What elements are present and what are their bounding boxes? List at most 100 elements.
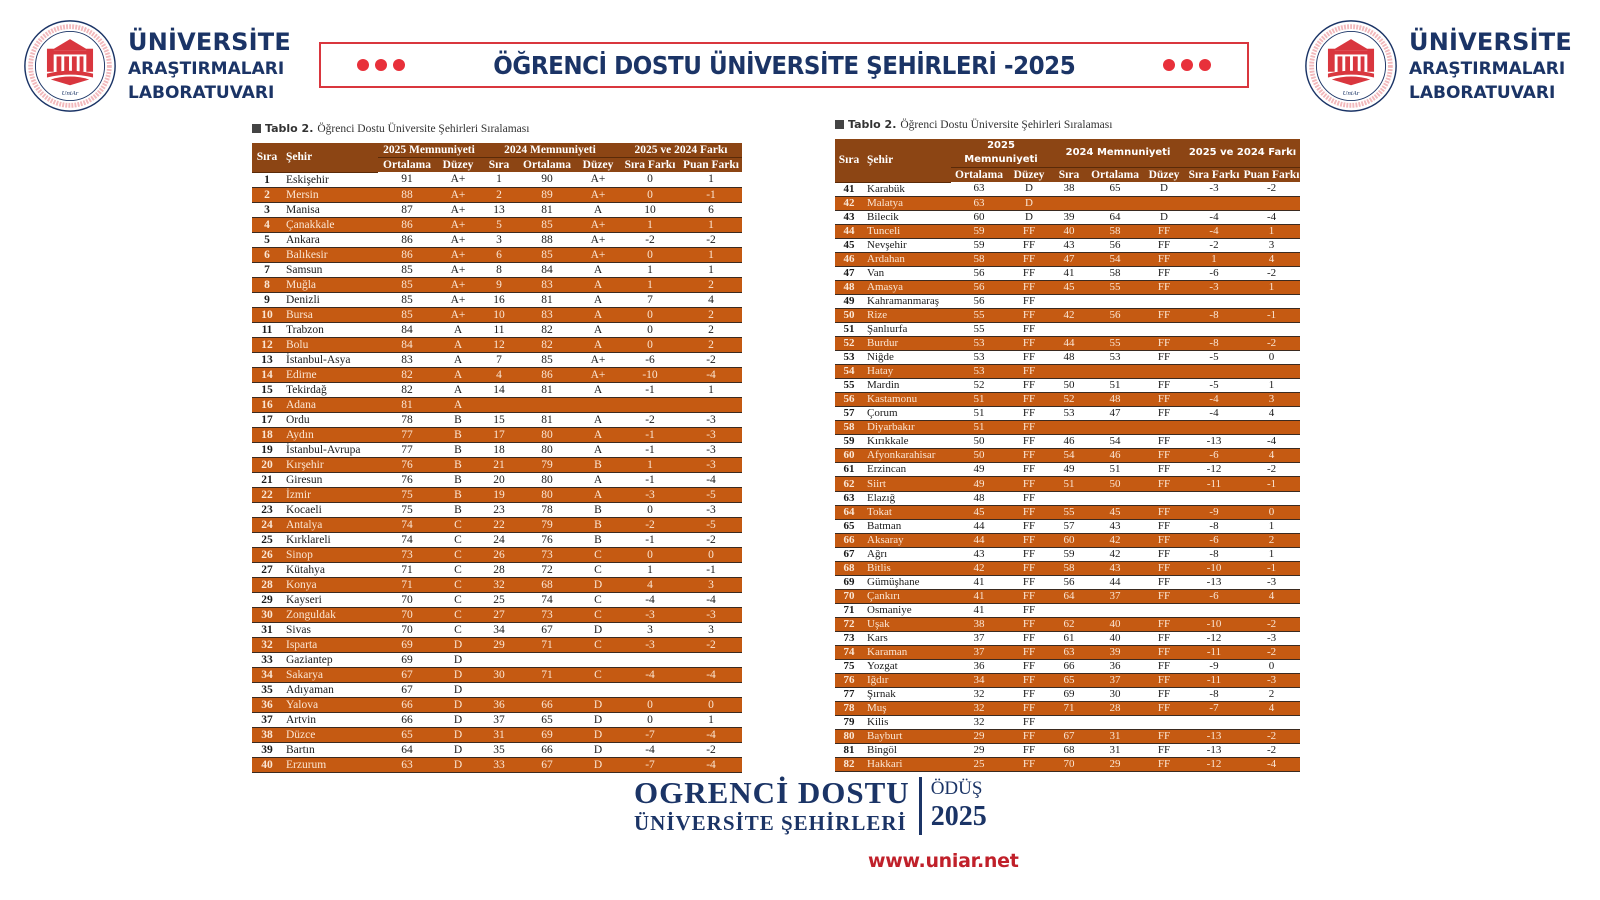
cell-level-2025: A+ — [436, 202, 480, 218]
cell-city: Aydın — [282, 427, 378, 443]
table-row: 48 Amasya 56 FF 45 55 FF -3 1 — [835, 280, 1301, 295]
cell-rank-diff: -2 — [620, 412, 680, 428]
table-row: 40 Erzurum 63 D 33 67 D -7 -4 — [252, 757, 743, 773]
cell-city: Kahramanmaraş — [863, 294, 951, 309]
cell-avg-2025: 63 — [951, 182, 1007, 197]
cell-rank-diff: -6 — [1185, 266, 1244, 281]
cell-avg-2024: 80 — [518, 472, 576, 488]
cell-level-2024: A+ — [576, 367, 620, 383]
cell-level-2024: C — [576, 607, 620, 623]
cell-rank-diff: -7 — [620, 757, 680, 773]
cell-level-2025: C — [436, 517, 480, 533]
cell-rank: 42 — [835, 196, 863, 211]
table-row: 69 Gümüşhane 41 FF 56 44 FF -13 -3 — [835, 575, 1301, 590]
cell-level-2025: B — [436, 502, 480, 518]
cell-rank-diff — [1185, 491, 1244, 506]
cell-avg-2024 — [1087, 364, 1144, 380]
cell-rank: 74 — [835, 645, 863, 661]
website-link[interactable]: www.uniar.net — [868, 850, 1019, 872]
cell-score-diff: -2 — [1243, 182, 1301, 197]
cell-rank: 55 — [835, 378, 863, 394]
table-row: 20 Kırşehir 76 B 21 79 B 1 -3 — [252, 457, 743, 473]
cell-city: Adana — [282, 397, 378, 413]
cell-avg-2024: 47 — [1087, 406, 1144, 422]
cell-score-diff: -2 — [680, 532, 743, 548]
cell-city: Van — [863, 266, 951, 281]
cell-rank-diff: -2 — [1185, 238, 1244, 253]
col-level-2024: Düzey — [576, 157, 620, 172]
table-row: 75 Yozgat 36 FF 66 36 FF -9 0 — [835, 659, 1301, 675]
cell-city: Elazığ — [863, 491, 951, 506]
table-row: 71 Osmaniye 41 FF — [835, 603, 1301, 618]
col-group-2025: 2025 Memnuniyeti — [951, 139, 1052, 168]
cell-rank-diff: -6 — [1185, 448, 1244, 464]
cell-score-diff: 2 — [680, 337, 743, 353]
logo-line1: ÜNİVERSİTE — [1409, 27, 1572, 56]
cell-rank-2024: 26 — [480, 547, 518, 563]
cell-avg-2024: 65 — [1087, 182, 1144, 197]
cell-level-2025: FF — [1007, 280, 1052, 295]
cell-rank-2024: 41 — [1051, 266, 1088, 281]
cell-score-diff — [680, 682, 743, 698]
cell-score-diff: -4 — [680, 727, 743, 743]
cell-level-2025: FF — [1007, 294, 1052, 309]
cell-city: Bayburt — [863, 729, 951, 745]
cell-score-diff — [1243, 364, 1301, 380]
cell-avg-2025: 59 — [951, 224, 1007, 239]
cell-rank-2024: 68 — [1051, 743, 1088, 759]
table-row: 35 Adıyaman 67 D — [252, 682, 743, 698]
cell-city: Kastamonu — [863, 392, 951, 408]
table-row: 38 Düzce 65 D 31 69 D -7 -4 — [252, 727, 743, 743]
cell-city: Antalya — [282, 517, 378, 533]
page-title: ÖĞRENCİ DOSTU ÜNİVERSİTE ŞEHİRLERİ -2025 — [493, 50, 1075, 80]
cell-avg-2024: 85 — [518, 247, 576, 263]
cell-rank: 7 — [252, 262, 282, 278]
cell-level-2024: FF — [1143, 308, 1186, 323]
cell-avg-2025: 53 — [951, 336, 1007, 352]
cell-avg-2024: 73 — [518, 547, 576, 563]
cell-level-2025: FF — [1007, 505, 1052, 520]
cell-level-2025: FF — [1007, 364, 1052, 380]
cell-avg-2025: 42 — [951, 561, 1007, 576]
cell-level-2025: D — [436, 742, 480, 758]
table-caption: Tablo 2. Öğrenci Dostu Üniversite Şehirl… — [252, 122, 742, 135]
cell-level-2024: A — [576, 412, 620, 428]
cell-rank-diff: -2 — [620, 232, 680, 248]
cell-avg-2025: 56 — [951, 266, 1007, 281]
cell-avg-2025: 88 — [378, 187, 436, 203]
cell-rank-2024: 66 — [1051, 659, 1088, 675]
cell-score-diff: -3 — [1243, 575, 1301, 590]
cell-city: Çorum — [863, 406, 951, 422]
cell-score-diff: -2 — [1243, 645, 1301, 661]
logo-line2: ARAŞTIRMALARI — [128, 59, 285, 80]
cell-city: Manisa — [282, 202, 378, 218]
cell-avg-2025: 41 — [951, 589, 1007, 604]
cell-avg-2025: 67 — [378, 682, 436, 698]
cell-city: Bursa — [282, 307, 378, 323]
cell-avg-2025: 51 — [951, 406, 1007, 422]
table-row: 10 Bursa 85 A+ 10 83 A 0 2 — [252, 307, 743, 323]
cell-score-diff: 0 — [680, 697, 743, 713]
logo-line3: LABORATUVARI — [1409, 82, 1556, 103]
cell-avg-2024: 81 — [518, 202, 576, 218]
cell-avg-2025: 76 — [378, 472, 436, 488]
cell-city: Eskişehir — [282, 172, 378, 188]
cell-level-2024: FF — [1143, 659, 1186, 675]
cell-rank: 59 — [835, 434, 863, 450]
cell-avg-2025: 51 — [951, 392, 1007, 408]
cell-city: Kilis — [863, 715, 951, 731]
cell-rank-2024 — [1051, 294, 1088, 309]
cell-avg-2025: 55 — [951, 322, 1007, 338]
cell-rank-diff: -3 — [620, 487, 680, 503]
cell-rank-2024: 70 — [1051, 757, 1088, 773]
cell-avg-2025: 69 — [378, 652, 436, 668]
cell-avg-2024: 40 — [1087, 631, 1144, 647]
cell-city: İstanbul-Asya — [282, 352, 378, 368]
cell-city: Nevşehir — [863, 238, 951, 253]
cell-rank-diff: -4 — [620, 667, 680, 683]
cell-rank-2024: 1 — [480, 172, 518, 188]
cell-score-diff — [1243, 196, 1301, 211]
cell-rank-diff: -4 — [1185, 406, 1244, 422]
cell-avg-2025: 49 — [951, 476, 1007, 492]
cell-rank-diff — [620, 397, 680, 413]
